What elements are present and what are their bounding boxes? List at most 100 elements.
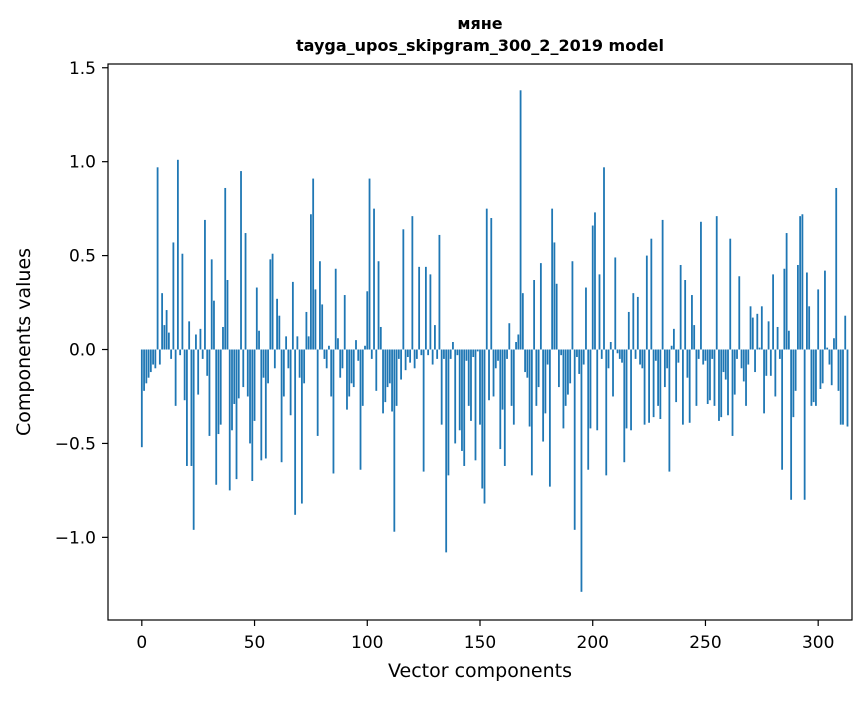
- bar: [654, 349, 657, 361]
- bar: [330, 349, 333, 397]
- bar: [278, 315, 281, 350]
- bar: [740, 349, 743, 369]
- bar: [364, 345, 366, 350]
- bar: [208, 349, 211, 436]
- bar: [636, 296, 639, 350]
- bar: [609, 342, 612, 350]
- bar: [219, 349, 222, 425]
- bar: [799, 216, 802, 350]
- bar: [186, 349, 188, 466]
- bar: [830, 349, 833, 386]
- bar: [370, 349, 373, 359]
- bar: [774, 349, 777, 397]
- bar: [772, 274, 774, 350]
- bar: [835, 187, 838, 350]
- bar: [158, 349, 161, 365]
- bar: [751, 317, 754, 350]
- bar: [420, 349, 423, 356]
- bar: [826, 347, 829, 350]
- bar: [821, 349, 824, 384]
- bar: [449, 349, 452, 359]
- bar: [616, 349, 619, 354]
- bar: [289, 349, 292, 416]
- bar: [670, 345, 673, 350]
- bar: [300, 349, 303, 504]
- bar: [672, 328, 675, 350]
- bar: [310, 214, 312, 350]
- bar: [492, 349, 495, 397]
- bar: [828, 349, 831, 365]
- x-tick-label: 150: [464, 633, 496, 653]
- bar: [555, 283, 558, 350]
- bar: [815, 349, 817, 406]
- bar: [183, 349, 186, 401]
- bar: [657, 349, 660, 406]
- bar: [192, 349, 195, 530]
- bar: [700, 221, 702, 350]
- bar: [373, 208, 375, 350]
- bar: [463, 349, 466, 466]
- bar: [528, 349, 531, 427]
- bar: [510, 349, 513, 406]
- bar: [485, 208, 488, 350]
- bar: [436, 349, 439, 359]
- bar: [346, 349, 348, 410]
- bar: [512, 349, 515, 425]
- bar: [366, 291, 369, 350]
- bar: [170, 349, 173, 359]
- bar: [765, 349, 768, 376]
- bar: [452, 342, 454, 350]
- bar: [745, 349, 747, 406]
- bar: [781, 349, 784, 470]
- bar: [585, 287, 587, 350]
- y-tick-label: 0.5: [69, 247, 96, 267]
- y-tick-label: −0.5: [55, 434, 96, 454]
- bar: [213, 300, 215, 350]
- bar: [731, 349, 734, 436]
- bar: [264, 349, 267, 459]
- x-axis-ticks: 0 50 100 150 200 250 300: [136, 620, 834, 653]
- bar: [176, 159, 179, 350]
- bar: [341, 349, 344, 369]
- bar: [688, 349, 691, 423]
- bar: [711, 349, 714, 359]
- bar: [359, 349, 362, 470]
- bar: [206, 349, 209, 376]
- bar: [659, 349, 662, 420]
- bar: [564, 349, 567, 406]
- bar: [181, 253, 184, 350]
- bar: [316, 349, 319, 436]
- bar: [727, 349, 729, 416]
- bar: [429, 274, 432, 350]
- bar: [709, 349, 711, 401]
- bar: [754, 349, 756, 373]
- bar: [558, 349, 560, 388]
- bar: [294, 349, 297, 515]
- bar: [596, 349, 599, 431]
- bar: [251, 349, 254, 481]
- bar: [763, 349, 765, 414]
- bar: [634, 349, 637, 359]
- bar: [618, 349, 621, 359]
- bar: [713, 349, 716, 406]
- bar: [456, 349, 459, 356]
- bar: [650, 238, 653, 350]
- y-tick-label: 1.5: [69, 59, 96, 79]
- bar: [569, 349, 572, 384]
- bar: [582, 349, 585, 365]
- bar: [695, 349, 698, 406]
- bar: [488, 349, 490, 401]
- y-tick-label: 1.0: [69, 153, 96, 173]
- bar: [778, 349, 781, 359]
- bar: [386, 349, 389, 388]
- bar: [704, 349, 707, 361]
- bar: [303, 349, 306, 384]
- bar: [228, 349, 231, 491]
- bar: [580, 349, 583, 592]
- bar: [742, 349, 745, 382]
- bar: [156, 167, 159, 350]
- bar: [796, 264, 799, 350]
- y-axis-label: Components values: [13, 248, 35, 436]
- bar: [605, 349, 608, 476]
- bar: [404, 349, 407, 371]
